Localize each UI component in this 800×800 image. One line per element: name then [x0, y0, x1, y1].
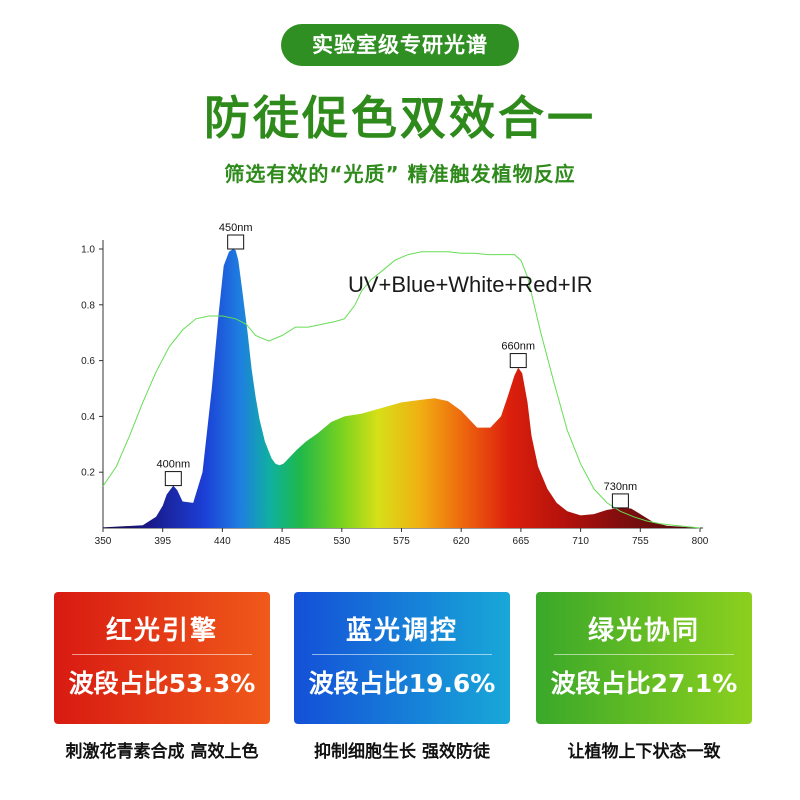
green-card-value: 波段占比27.1% — [550, 669, 738, 698]
y-tick-label: 0.4 — [81, 412, 95, 423]
blue-card-value: 波段占比19.6% — [308, 669, 496, 698]
y-tick-label: 1.0 — [81, 245, 95, 256]
red-light-card: 红光引擎 波段占比53.3% — [54, 592, 270, 724]
blue-card-caption: 抑制细胞生长 强效防徒 — [314, 742, 490, 762]
x-tick-label: 440 — [214, 536, 231, 547]
x-tick-label: 620 — [453, 536, 470, 547]
y-tick-label: 0.6 — [81, 356, 95, 367]
red-card-value: 波段占比53.3% — [68, 669, 256, 698]
x-tick-label: 485 — [274, 536, 291, 547]
peak-marker-box — [164, 471, 182, 487]
peak-marker-box — [227, 234, 245, 250]
blue-card-title: 蓝光调控 — [345, 616, 458, 646]
green-light-card: 绿光协同 波段占比27.1% — [536, 592, 752, 724]
peak-label: 450nm — [219, 222, 253, 234]
red-card-title: 红光引擎 — [105, 616, 218, 646]
peak-label: 730nm — [604, 481, 638, 493]
peak-marker-box — [611, 493, 629, 509]
y-tick-label: 0.8 — [81, 300, 95, 311]
green-outline-series — [102, 251, 701, 529]
green-card-divider — [554, 654, 734, 655]
red-card-caption: 刺激花青素合成 高效上色 — [65, 742, 259, 762]
x-tick-label: 800 — [692, 536, 709, 547]
x-tick-label: 665 — [513, 536, 530, 547]
x-tick-label: 710 — [572, 536, 589, 547]
green-card-title: 绿光协同 — [587, 616, 700, 646]
lab-badge: 实验室级专研光谱 — [281, 24, 519, 66]
page-subtitle: 筛选有效的“光质” 精准触发植物反应 — [224, 162, 576, 186]
peak-label: 400nm — [156, 459, 190, 471]
spectrum-area-series — [103, 249, 700, 528]
blue-light-card: 蓝光调控 波段占比19.6% — [294, 592, 510, 724]
x-tick-label: 755 — [632, 536, 649, 547]
peak-label: 660nm — [501, 341, 535, 353]
chart-annotation: UV+Blue+White+Red+IR — [348, 272, 593, 297]
page-headline: 防徒促色双效合一 — [204, 91, 596, 145]
x-tick-label: 575 — [393, 536, 410, 547]
peak-marker-box — [509, 353, 527, 369]
y-tick-label: 0.2 — [81, 468, 95, 479]
x-tick-label: 530 — [333, 536, 350, 547]
green-card-caption: 让植物上下状态一致 — [567, 742, 721, 762]
blue-card-divider — [312, 654, 492, 655]
red-card-divider — [72, 654, 252, 655]
x-tick-label: 395 — [154, 536, 171, 547]
x-tick-label: 350 — [95, 536, 112, 547]
spectrum-chart: 350 395 440 485 530 575 620 665 710 755 800 0.2 0.4… — [81, 222, 709, 547]
